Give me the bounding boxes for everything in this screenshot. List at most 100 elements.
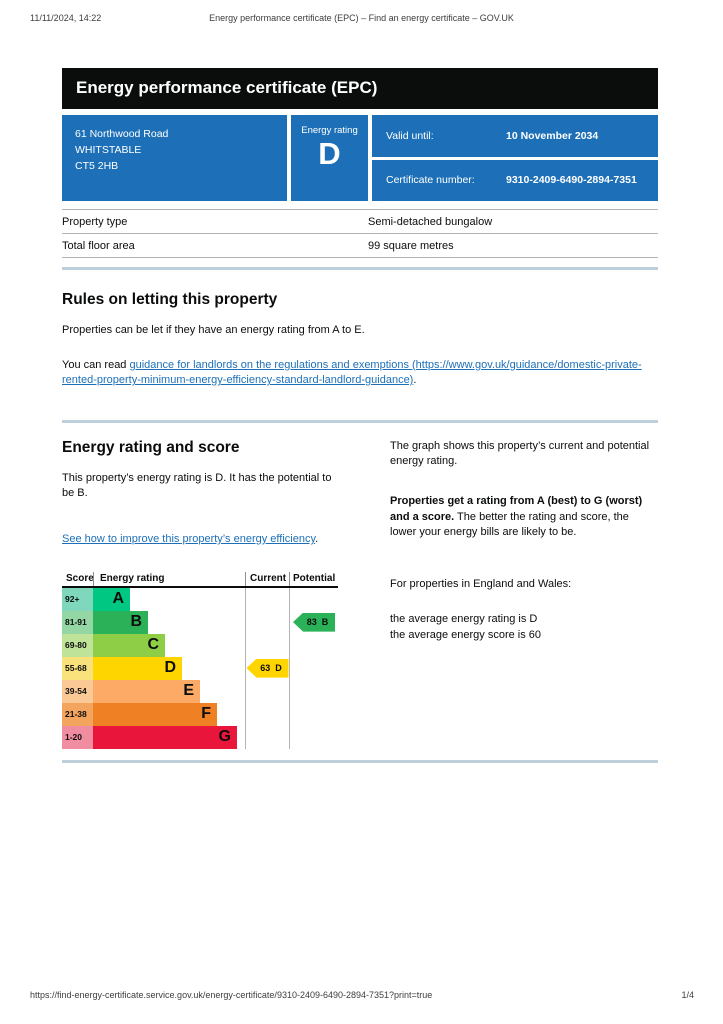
epc-score-range: 69-80 (62, 633, 93, 657)
potential-column-header: Potential (289, 571, 338, 586)
average-score-text: the average energy score is 60 (390, 629, 542, 642)
epc-band-bar: A (93, 587, 130, 611)
epc-score-range: 21-38 (62, 702, 93, 726)
epc-band-letter: A (112, 590, 124, 608)
epc-chart-body: 92+ A 81-91 B 83 B 69-80 C 55-68 D 63 D 39-54 E 21-38 F… (62, 587, 338, 749)
epc-bar-area: F (93, 702, 245, 726)
epc-potential-cell: 83 B (289, 610, 338, 634)
current-rating-arrow-rating: D (275, 663, 282, 674)
current-rating-arrow-score: 63 (260, 663, 271, 674)
table-row: Property type Semi-detached bungalow (62, 209, 658, 233)
valid-until-label: Valid until: (386, 129, 434, 142)
rules-guidance-text: You can read guidance for landlords on t… (62, 358, 658, 389)
current-rating-arrow: 63 D (246, 658, 289, 678)
rating-summary-text: This property’s energy rating is D. It h… (62, 471, 332, 500)
browser-print-footer: https://find-energy-certificate.service.… (30, 990, 694, 1000)
epc-current-cell (245, 679, 289, 703)
print-footer-url: https://find-energy-certificate.service.… (30, 990, 433, 1000)
valid-until-value: 10 November 2034 (506, 129, 599, 142)
epc-rating-chart: Score Energy rating Current Potential 92… (62, 571, 338, 749)
rating-explainer-bold: Properties get a rating from A (best) to… (390, 495, 643, 523)
valid-until-row: Valid until: 10 November 2034 (372, 115, 658, 157)
epc-band-bar: E (93, 679, 200, 703)
epc-potential-cell (289, 633, 338, 657)
property-type-value: Semi-detached bungalow (368, 216, 493, 228)
averages-text: the average energy rating is D the averag… (390, 612, 658, 643)
epc-score-range: 92+ (62, 587, 93, 611)
rating-section-right-column: The graph shows this property’s current … (390, 423, 658, 749)
epc-band-bar: B (93, 610, 148, 634)
certificate-number-label: Certificate number: (386, 174, 475, 187)
energy-rating-box: Energy rating D (291, 115, 368, 201)
rules-intro-text: Properties can be let if they have an en… (62, 324, 365, 336)
browser-print-header: 11/11/2024, 14:22 Energy performance cer… (0, 13, 723, 25)
rating-explainer-text: Properties get a rating from A (best) to… (390, 494, 658, 541)
table-row: Total floor area 99 square metres (62, 233, 658, 258)
epc-current-cell (245, 587, 289, 611)
epc-score-range: 55-68 (62, 656, 93, 680)
score-column-header: Score (66, 573, 94, 585)
epc-current-cell (245, 702, 289, 726)
property-details-table: Property type Semi-detached bungalow Tot… (62, 209, 658, 258)
current-column-header: Current (245, 571, 289, 586)
epc-band-letter: G (218, 728, 231, 746)
epc-current-cell (245, 725, 289, 749)
epc-band-letter: C (147, 636, 159, 654)
epc-band-row: 39-54 E (62, 679, 338, 703)
improve-efficiency-link[interactable]: See how to improve this property’s energ… (62, 533, 316, 546)
epc-score-range: 39-54 (62, 679, 93, 703)
section-divider (62, 419, 658, 423)
epc-band-letter: D (164, 659, 176, 677)
rating-section: Energy rating and score This property’s … (62, 423, 658, 749)
landlord-guidance-link[interactable]: guidance for landlords on the regulation… (62, 358, 642, 387)
epc-bar-area: E (93, 679, 245, 703)
average-rating-text: the average energy rating is D (390, 613, 538, 626)
address-line-3: CT5 2HB (75, 159, 119, 172)
epc-potential-cell (289, 679, 338, 703)
address-line-2: WHITSTABLE (75, 143, 142, 156)
guidance-prefix: You can read (62, 358, 130, 371)
property-type-label: Property type (62, 216, 128, 228)
rating-section-heading: Energy rating and score (62, 438, 240, 456)
epc-band-row: 92+ A (62, 587, 338, 611)
epc-bar-area: A (93, 587, 245, 611)
epc-band-row: 69-80 C (62, 633, 338, 657)
certificate-number-value: 9310-2409-6490-2894-7351 (506, 174, 637, 187)
print-page-title: Energy performance certificate (EPC) – F… (209, 13, 514, 23)
epc-band-bar: D (93, 656, 182, 680)
potential-rating-arrow-rating: B (321, 617, 329, 628)
certificate-content: Energy performance certificate (EPC) 61 … (62, 68, 658, 763)
epc-bar-area: D (93, 656, 245, 680)
energy-rating-value: D (318, 136, 341, 171)
epc-bar-area: G (93, 725, 245, 749)
improve-text: See how to improve this property’s energ… (62, 532, 344, 548)
epc-band-row: 81-91 B 83 B (62, 610, 338, 634)
epc-potential-cell (289, 702, 338, 726)
section-divider (62, 267, 658, 270)
energy-rating-column-header: Energy rating (93, 571, 245, 586)
epc-score-range: 1-20 (62, 725, 93, 749)
energy-rating-label: Energy rating (301, 125, 358, 136)
guidance-suffix: . (413, 374, 417, 387)
potential-rating-arrow: 83 B (293, 612, 335, 632)
epc-band-bar: G (93, 725, 237, 749)
epc-bar-area: B (93, 610, 245, 634)
epc-current-cell (245, 610, 289, 634)
england-wales-text: For properties in England and Wales: (390, 577, 572, 590)
certificate-summary-row: 61 Northwood Road WHITSTABLE CT5 2HB Ene… (62, 115, 658, 201)
epc-band-letter: E (183, 682, 194, 700)
potential-rating-arrow-score: 83 (306, 617, 317, 628)
page-title-banner: Energy performance certificate (EPC) (62, 68, 658, 109)
epc-band-row: 21-38 F (62, 702, 338, 726)
epc-band-letter: B (130, 613, 142, 631)
address-line-1: 61 Northwood Road (75, 128, 169, 140)
epc-band-bar: C (93, 633, 165, 657)
improve-suffix: . (315, 533, 319, 546)
epc-band-row: 1-20 G (62, 725, 338, 749)
epc-potential-cell (289, 656, 338, 680)
epc-band-letter: F (201, 705, 211, 723)
epc-score-range: 81-91 (62, 610, 93, 634)
rating-explainer-rest: The better the rating and score, the low… (390, 510, 629, 539)
floor-area-value: 99 square metres (368, 240, 454, 252)
rules-section-heading: Rules on letting this property (62, 291, 278, 308)
